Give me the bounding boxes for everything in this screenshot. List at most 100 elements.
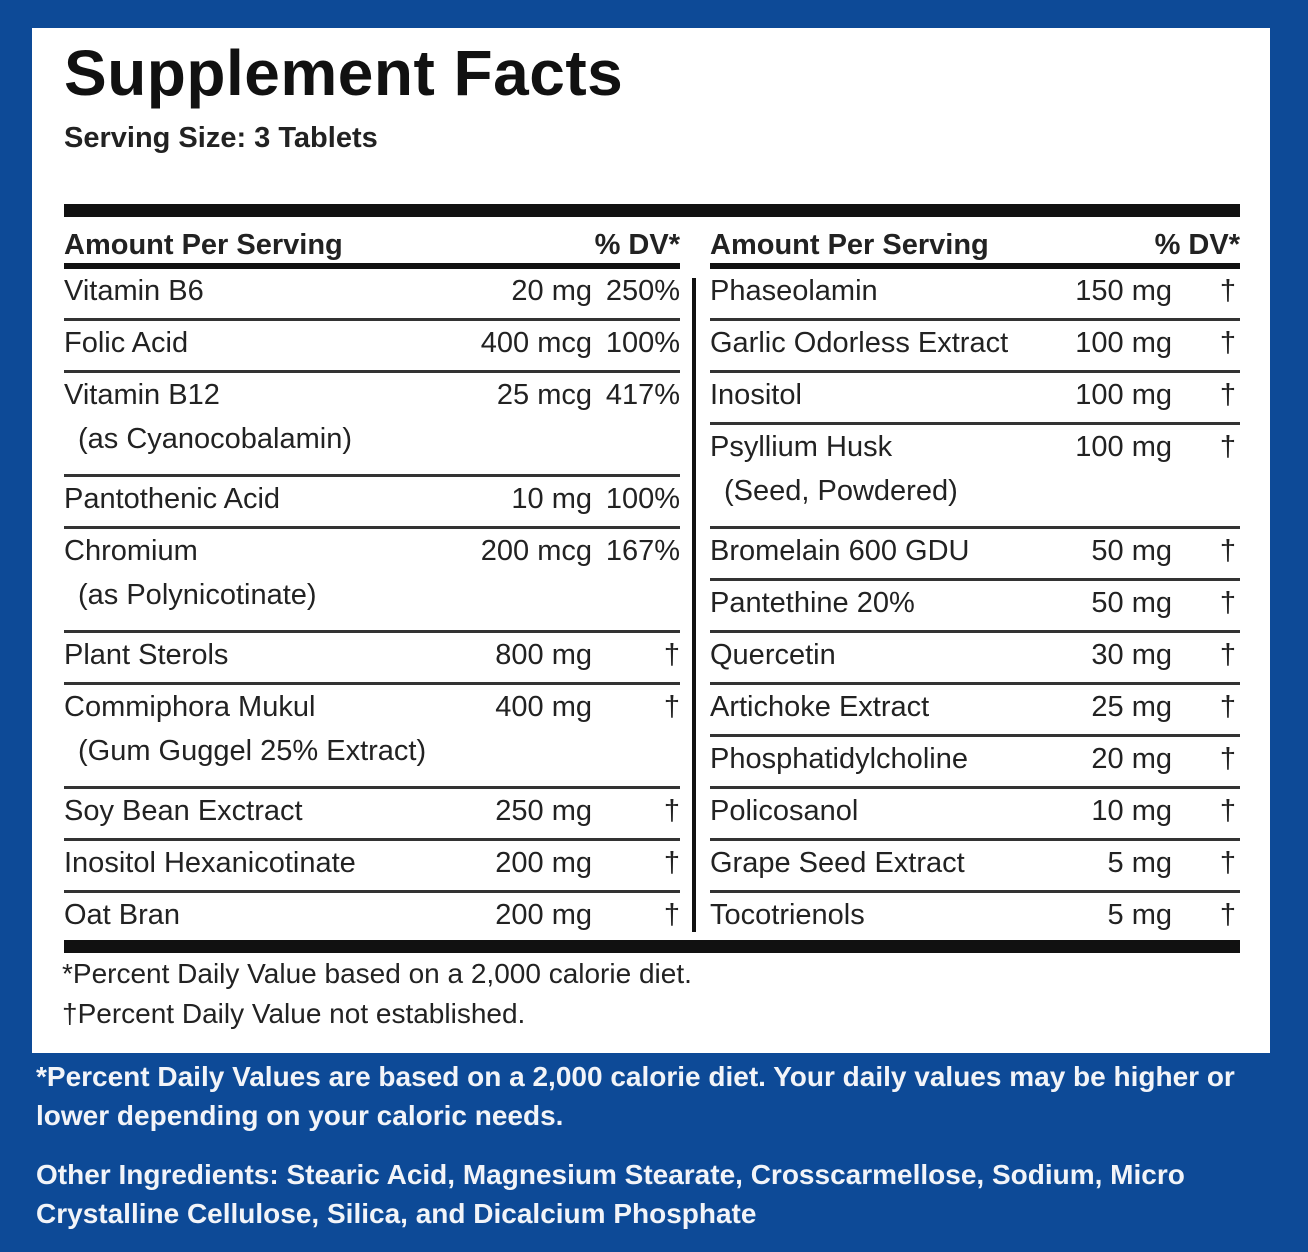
nutrient-name: Pantothenic Acid (64, 483, 281, 515)
other-ingredients: Other Ingredients: Stearic Acid, Magnesi… (36, 1159, 1185, 1229)
nutrient-name: Phaseolamin (710, 275, 878, 307)
nutrient-source: (as Cyanocobalamin) (78, 423, 353, 455)
table-row: Vitamin B6 20 mg 250% (64, 269, 680, 321)
table-row: Oat Bran 200 mg † (64, 893, 680, 945)
nutrient-dv: † (1219, 275, 1236, 307)
table-row: Pantethine 20% 50 mg † (710, 581, 1240, 633)
table-row: Psyllium Husk (Seed, Powdered) 100 mg † (710, 425, 1240, 529)
nutrient-amount: 800 mg (495, 639, 592, 671)
table-row: Policosanol 10 mg † (710, 789, 1240, 841)
table-row: Phaseolamin 150 mg † (710, 269, 1240, 321)
table-row: Plant Sterols 800 mg † (64, 633, 680, 685)
nutrient-amount: 200 mcg (480, 535, 592, 567)
table-row: Bromelain 600 GDU 50 mg † (710, 529, 1240, 581)
nutrient-name: Chromium (64, 535, 198, 567)
right-column: Amount Per Serving % DV* Phaseolamin 150 … (710, 217, 1240, 945)
nutrient-name: Grape Seed Extract (710, 847, 965, 879)
nutrient-name: Tocotrienols (710, 899, 865, 931)
nutrient-name: Psyllium Husk (710, 431, 893, 463)
table-row: Artichoke Extract 25 mg † (710, 685, 1240, 737)
nutrient-amount: 100 mg (1075, 431, 1172, 463)
nutrient-amount: 50 mg (1091, 535, 1172, 567)
nutrient-dv: † (1219, 847, 1236, 879)
nutrient-amount: 200 mg (495, 847, 592, 879)
column-divider (692, 278, 696, 932)
nutrient-amount: 20 mg (511, 275, 592, 307)
nutrient-name: Pantethine 20% (710, 587, 915, 619)
nutrient-amount: 100 mg (1075, 379, 1172, 411)
top-divider (64, 204, 1240, 217)
nutrient-source: (Gum Guggel 25% Extract) (78, 735, 427, 767)
table-row: Quercetin 30 mg † (710, 633, 1240, 685)
nutrient-dv: 167% (605, 535, 680, 567)
daily-values-note: *Percent Daily Values are based on a 2,0… (36, 1061, 1235, 1131)
nutrient-dv: 417% (605, 379, 680, 411)
supplement-facts-panel: Supplement Facts Serving Size: 3 Tablets… (32, 28, 1270, 1053)
nutrient-amount: 10 mg (1091, 795, 1172, 827)
footnote-dagger: †Percent Daily Value not established. (62, 998, 526, 1029)
nutrient-name: Soy Bean Exctract (64, 795, 303, 827)
nutrient-dv: † (1219, 691, 1236, 723)
nutrient-name: Policosanol (710, 795, 859, 827)
amount-header: Amount Per Serving (64, 229, 343, 261)
nutrient-source: (Seed, Powdered) (724, 475, 958, 507)
table-row: Phosphatidylcholine 20 mg † (710, 737, 1240, 789)
nutrient-dv: † (663, 847, 680, 879)
nutrient-dv: † (1219, 639, 1236, 671)
left-column-header: Amount Per Serving % DV* (64, 217, 680, 269)
nutrient-name: Inositol (710, 379, 802, 411)
nutrient-dv: † (663, 639, 680, 671)
nutrient-amount: 400 mcg (480, 327, 592, 359)
nutrient-dv: † (663, 795, 680, 827)
nutrient-name: Inositol Hexanicotinate (64, 847, 356, 879)
page-title: Supplement Facts (64, 37, 624, 109)
nutrient-amount: 400 mg (495, 691, 592, 723)
table-row: Pantothenic Acid 10 mg 100% (64, 477, 680, 529)
table-row: Tocotrienols 5 mg † (710, 893, 1240, 945)
nutrient-dv: † (1219, 899, 1236, 931)
nutrient-dv: 250% (605, 275, 680, 307)
nutrient-amount: 25 mg (1091, 691, 1172, 723)
nutrient-name: Folic Acid (64, 327, 189, 359)
nutrient-dv: † (1219, 327, 1236, 359)
nutrient-amount: 50 mg (1091, 587, 1172, 619)
table-row: Commiphora Mukul (Gum Guggel 25% Extract)… (64, 685, 680, 789)
nutrient-amount: 150 mg (1075, 275, 1172, 307)
nutrient-dv: 100% (605, 327, 680, 359)
table-row: Inositol Hexanicotinate 200 mg † (64, 841, 680, 893)
nutrient-name: Garlic Odorless Extract (710, 327, 1009, 359)
dv-header: % DV* (1154, 229, 1240, 261)
amount-header: Amount Per Serving (710, 229, 989, 261)
nutrient-dv: † (1219, 795, 1236, 827)
nutrient-name: Quercetin (710, 639, 836, 671)
table-row: Folic Acid 400 mcg 100% (64, 321, 680, 373)
nutrient-dv: † (1219, 431, 1236, 463)
nutrient-name: Phosphatidylcholine (710, 743, 968, 775)
nutrient-name: Plant Sterols (64, 639, 229, 671)
nutrient-amount: 100 mg (1075, 327, 1172, 359)
nutrient-dv: † (663, 691, 680, 723)
nutrient-amount: 20 mg (1091, 743, 1172, 775)
nutrient-name: Vitamin B12 (64, 379, 220, 411)
table-row: Chromium (as Polynicotinate) 200 mcg 167% (64, 529, 680, 633)
nutrient-name: Bromelain 600 GDU (710, 535, 970, 567)
table-row: Grape Seed Extract 5 mg † (710, 841, 1240, 893)
nutrient-amount: 30 mg (1091, 639, 1172, 671)
nutrient-name: Vitamin B6 (64, 275, 204, 307)
nutrient-amount: 5 mg (1107, 899, 1172, 931)
nutrient-dv: † (1219, 535, 1236, 567)
table-row: Soy Bean Exctract 250 mg † (64, 789, 680, 841)
nutrient-name: Artichoke Extract (710, 691, 930, 723)
table-row: Vitamin B12 (as Cyanocobalamin) 25 mcg 417% (64, 373, 680, 477)
bottom-divider (64, 940, 1240, 953)
table-row: Garlic Odorless Extract 100 mg † (710, 321, 1240, 373)
right-column-header: Amount Per Serving % DV* (710, 217, 1240, 269)
nutrient-dv: † (1219, 587, 1236, 619)
footnote-dv: *Percent Daily Value based on a 2,000 ca… (62, 958, 692, 989)
serving-size: Serving Size: 3 Tablets (64, 122, 378, 154)
nutrient-name: Oat Bran (64, 899, 181, 931)
left-column: Amount Per Serving % DV* Vitamin B6 20 mg… (64, 217, 680, 945)
nutrient-dv: 100% (605, 483, 680, 515)
nutrient-dv: † (1219, 743, 1236, 775)
table-row: Inositol 100 mg † (710, 373, 1240, 425)
